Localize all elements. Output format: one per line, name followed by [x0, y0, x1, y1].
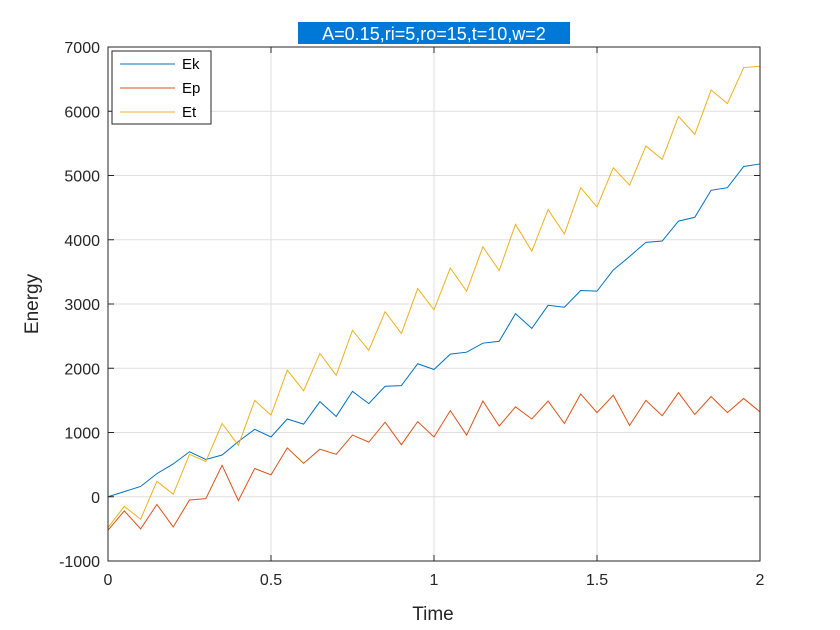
y-tick-label: 1000	[64, 426, 100, 443]
y-tick-label: 3000	[64, 297, 100, 314]
series-line-ek	[107, 163, 761, 498]
y-tick-labels: -1000 0 1000 2000 3000 4000 5000 6000 7000	[59, 40, 100, 571]
x-tick-label: 2	[756, 572, 765, 589]
x-tick-labels: 0 0.5 1 1.5 2	[104, 572, 765, 589]
chart-title-highlight	[298, 22, 570, 44]
x-tick-label: 0	[104, 572, 113, 589]
legend-label-et: Et	[182, 104, 197, 121]
legend: Ek Ep Et	[111, 50, 212, 125]
x-tick-label: 1.5	[586, 572, 608, 589]
y-tick-label: -1000	[59, 554, 100, 571]
x-tick-label: 1	[430, 572, 439, 589]
chart-title: A=0.15,ri=5,ro=15,t=10,w=2	[322, 24, 546, 44]
y-tick-label: 2000	[64, 361, 100, 378]
legend-label-ep: Ep	[182, 80, 200, 97]
axis-ticks	[107, 46, 761, 562]
y-tick-label: 6000	[64, 104, 100, 121]
legend-label-ek: Ek	[182, 56, 200, 73]
y-tick-label: 7000	[64, 40, 100, 57]
y-axis-label: Energy	[22, 273, 43, 334]
series-line-et	[107, 65, 761, 528]
y-tick-label: 0	[91, 490, 100, 507]
plot-area	[107, 65, 761, 531]
y-tick-label: 5000	[64, 169, 100, 186]
series-line-ep	[107, 391, 761, 531]
y-tick-label: 4000	[64, 233, 100, 250]
x-axis-label: Time	[412, 604, 454, 625]
x-tick-label: 0.5	[260, 572, 282, 589]
